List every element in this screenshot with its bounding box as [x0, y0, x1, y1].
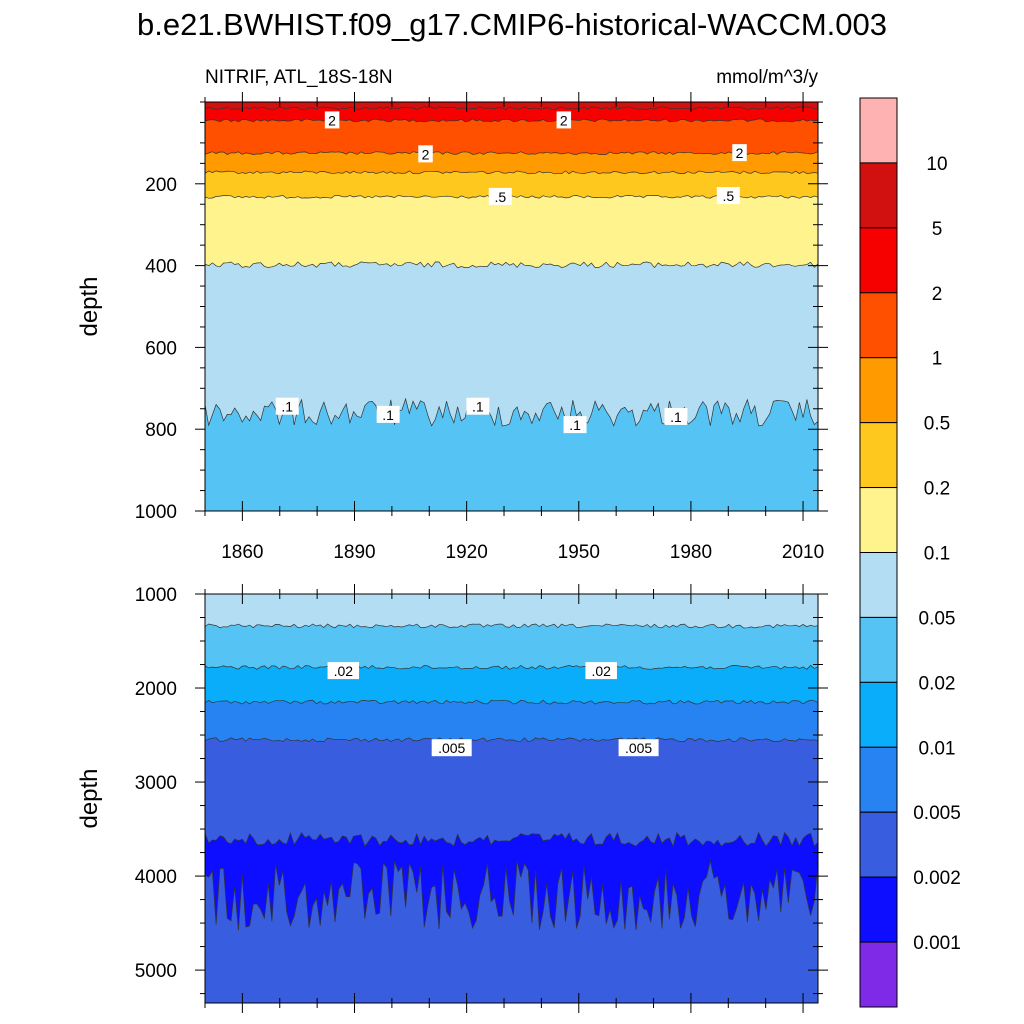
y-tick-label: 4000	[135, 867, 177, 888]
contour-label-box	[324, 111, 340, 129]
contour-label-box	[556, 111, 572, 129]
upper-fields	[205, 102, 818, 511]
x-tick-label: 1950	[558, 542, 600, 563]
colorbar-swatch	[859, 487, 898, 554]
y-tick-label: 1000	[135, 585, 177, 606]
units-label: mmol/m^3/y	[716, 67, 818, 88]
lower-contour-band-0.002	[205, 860, 818, 1003]
colorbar-label: 5	[932, 219, 943, 240]
contour-label: 2	[422, 146, 430, 162]
colorbar-swatch	[859, 876, 898, 943]
colorbar-label: 0.001	[913, 933, 961, 954]
colorbar-label: 0.2	[924, 479, 950, 500]
colorbar-swatch	[859, 811, 898, 878]
colorbar-swatch	[859, 941, 898, 1008]
y-tick-label: 800	[145, 420, 177, 441]
colorbar-swatch	[859, 97, 898, 164]
y-tick-label: 200	[145, 175, 177, 196]
colorbar-label: 1	[932, 349, 943, 370]
upper-panel: 2 2 2 2 .5 .5 .1 .1 .1 .1 .1 1860 1890 1920 1950 1980 20…	[76, 92, 828, 563]
contour-label: .1	[670, 409, 682, 425]
colorbar-swatch	[859, 681, 898, 748]
contour-label-box	[716, 187, 740, 205]
contour-label-box	[418, 145, 433, 163]
colorbar-swatch	[859, 422, 898, 489]
colorbar-label: 2	[932, 284, 943, 305]
contour-label: .02	[591, 663, 611, 679]
contour-label-box	[618, 739, 659, 757]
x-tick-label: 1980	[670, 542, 712, 563]
contour-label: .1	[569, 417, 581, 433]
colorbar-label: 0.5	[924, 414, 950, 435]
contour-label: .1	[472, 399, 484, 415]
upper-contour-band-0.05	[205, 397, 818, 511]
contour-label-box	[732, 144, 747, 162]
lower-fields	[205, 594, 818, 1003]
contour-label-box	[275, 397, 299, 415]
colorbar-swatch	[859, 227, 898, 294]
contour-label-box	[376, 405, 400, 423]
colorbar-label: 0.01	[919, 738, 956, 759]
contour-label-box	[327, 662, 360, 680]
colorbar-label: 0.02	[919, 673, 956, 694]
colorbar-label: 0.002	[913, 868, 961, 889]
contour-label-box	[585, 662, 617, 680]
y-tick-label: 2000	[135, 679, 177, 700]
contour-label: 2	[736, 145, 744, 161]
lower-panel: .02 .02 .005 .005 1000 2000 3000 4000 5000 depth	[76, 584, 828, 1013]
contour-label: .005	[438, 740, 465, 756]
contour-label: 2	[560, 112, 568, 128]
colorbar-swatch	[859, 616, 898, 683]
contour-label-box	[488, 187, 512, 205]
contour-label-box	[466, 397, 490, 415]
contour-label: .02	[334, 663, 354, 679]
figure-title: b.e21.BWHIST.f09_g17.CMIP6-historical-WA…	[137, 7, 887, 42]
colorbar-label: 0.05	[919, 608, 956, 629]
contour-label-box	[664, 407, 688, 425]
lower-frame	[204, 593, 819, 1004]
y-tick-label: 600	[145, 338, 177, 359]
y-tick-label: 3000	[135, 773, 177, 794]
colorbar-swatch	[859, 552, 898, 618]
y-axis-label: depth	[76, 276, 103, 336]
y-tick-label: 400	[145, 257, 177, 278]
y-tick-label: 5000	[135, 961, 177, 982]
contour-label-box	[431, 739, 472, 757]
contour-label: 2	[328, 112, 336, 128]
colorbar-label: 0.005	[913, 803, 961, 824]
x-tick-label: 1920	[446, 542, 488, 563]
colorbar-label: 10	[926, 154, 947, 175]
colorbar-label: 0.1	[924, 544, 950, 565]
x-tick-label: 2010	[782, 542, 824, 563]
contour-label: .1	[281, 399, 293, 415]
y-tick-label: 1000	[135, 502, 177, 523]
x-tick-label: 1860	[221, 542, 263, 563]
contour-label: .005	[625, 740, 652, 756]
contour-label: .5	[494, 189, 506, 205]
y-axis-label: depth	[76, 768, 103, 828]
variable-label: NITRIF, ATL_18S-18N	[205, 67, 393, 88]
contour-label-box	[563, 416, 587, 434]
contour-label: .5	[722, 188, 734, 204]
x-tick-label: 1890	[333, 542, 375, 563]
colorbar-swatch	[859, 357, 898, 424]
colorbar-swatch	[859, 162, 898, 229]
colorbar-swatch	[859, 292, 898, 359]
colorbar-swatch	[859, 746, 898, 813]
contour-label: .1	[382, 407, 394, 423]
colorbar: 10 5 2 1 0.5 0.2 0.1 0.05 0.02 0.01 0.005 0.002 0.00…	[859, 97, 961, 1008]
